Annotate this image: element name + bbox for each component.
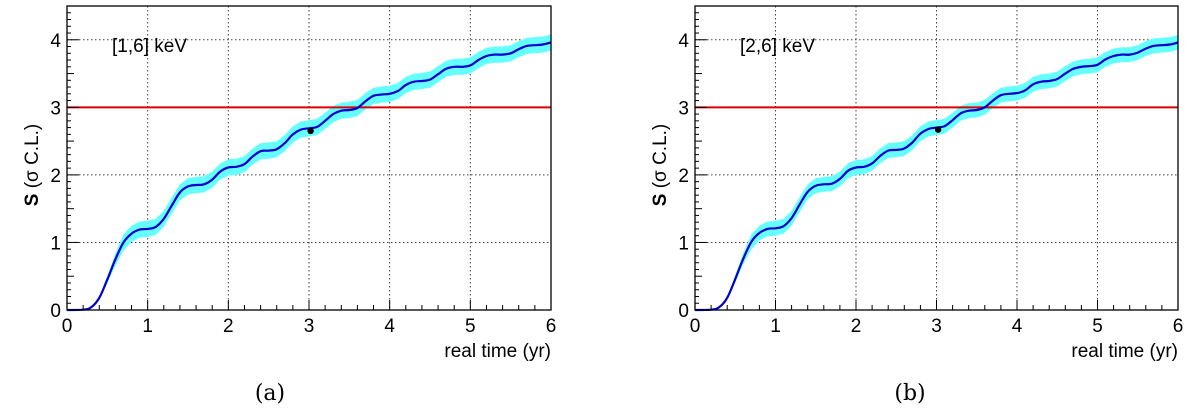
y-tick-label: 1 — [678, 233, 689, 254]
x-tick-label: 0 — [62, 316, 73, 337]
panel-annotation: [1,6] keV — [112, 36, 187, 57]
x-tick-label: 4 — [1012, 316, 1023, 337]
series-line — [694, 41, 1179, 312]
y-tick-label: 1 — [50, 233, 61, 254]
x-tick-label: 2 — [851, 316, 862, 337]
y-tick-label: 3 — [50, 98, 61, 119]
y-axis-title-symbol: S — [650, 194, 671, 207]
x-tick-label: 2 — [223, 316, 234, 337]
chart-panel-a: 0 1 2 3 4 5 6 0 1 2 3 4 [1,6] keV real time (yr) S … — [22, 5, 557, 406]
data-point-marker — [934, 126, 942, 133]
y-axis-title-unit: (σ C.L.) — [22, 124, 43, 194]
x-tick-label: 5 — [465, 316, 476, 337]
y-axis-title: S (σ C.L.) — [650, 124, 671, 206]
y-tick-label: 3 — [678, 98, 689, 119]
x-tick-label: 6 — [1173, 316, 1184, 337]
x-tick-label: 3 — [304, 316, 315, 337]
plot-area: 0 1 2 3 4 5 6 0 1 2 3 4 — [50, 5, 557, 337]
x-tick-label: 1 — [770, 316, 781, 337]
data-point-marker — [307, 127, 314, 135]
panel-caption: (a) — [255, 381, 285, 406]
y-axis-title-symbol: S — [22, 194, 43, 207]
plot-area: 0 1 2 3 4 5 6 0 1 2 3 4 — [678, 5, 1184, 337]
y-tick-label: 4 — [678, 31, 689, 52]
x-tick-label: 6 — [546, 316, 557, 337]
x-tick-label: 3 — [931, 316, 942, 337]
y-tick-label: 0 — [50, 301, 61, 322]
x-tick-label: 1 — [142, 316, 153, 337]
x-tick-label: 0 — [690, 316, 701, 337]
series-line — [66, 41, 552, 312]
y-tick-label: 0 — [678, 301, 689, 322]
panel-annotation: [2,6] keV — [740, 36, 815, 57]
x-tick-label: 4 — [384, 316, 395, 337]
y-axis-title-unit: (σ C.L.) — [650, 124, 671, 194]
uncertainty-band — [695, 35, 1178, 310]
x-axis-title: real time (yr) — [444, 341, 551, 362]
x-tick-label: 5 — [1092, 316, 1103, 337]
y-tick-label: 2 — [50, 166, 61, 187]
y-tick-label: 4 — [50, 31, 61, 52]
x-axis-title: real time (yr) — [1071, 341, 1178, 362]
uncertainty-band — [67, 34, 551, 311]
y-tick-label: 2 — [678, 166, 689, 187]
y-axis-title: S (σ C.L.) — [22, 124, 43, 206]
chart-panel-b: 0 1 2 3 4 5 6 0 1 2 3 4 [2,6] keV real time (yr) S … — [650, 5, 1184, 406]
panel-caption: (b) — [894, 381, 925, 406]
